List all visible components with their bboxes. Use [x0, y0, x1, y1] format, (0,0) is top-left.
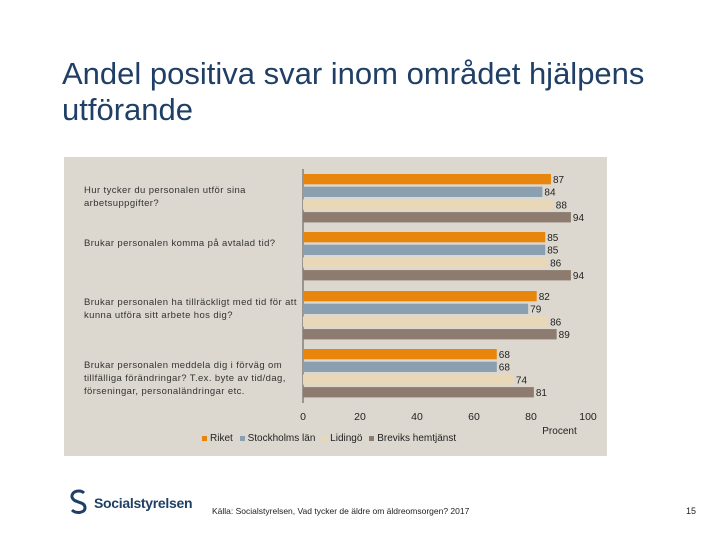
- data-label: 74: [516, 375, 528, 386]
- data-label: 89: [559, 330, 571, 341]
- data-label: 86: [550, 317, 562, 328]
- source-note: Källa: Socialstyrelsen, Vad tycker de äl…: [212, 506, 470, 516]
- bar: [303, 329, 557, 340]
- data-label: 85: [547, 246, 559, 257]
- legend-label: Riket: [210, 433, 233, 444]
- category-label: Brukar personalen ha tillräckligt med ti…: [84, 297, 297, 321]
- logo-text: Socialstyrelsen: [94, 495, 193, 511]
- x-tick-label: 0: [300, 411, 306, 423]
- data-label: 85: [547, 233, 559, 244]
- category-label: Brukar personalen komma på avtalad tid?: [84, 238, 276, 249]
- bar: [303, 257, 549, 268]
- data-label: 84: [544, 188, 556, 199]
- page-number: 15: [686, 506, 697, 516]
- bar: [303, 387, 534, 398]
- x-tick-label: 40: [411, 411, 423, 423]
- data-label: 82: [539, 292, 551, 303]
- legend-item: Riket: [202, 433, 233, 444]
- data-label: 68: [499, 350, 511, 361]
- x-tick-label: 100: [579, 411, 597, 423]
- legend-label: Lidingö: [330, 433, 363, 444]
- bar: [303, 349, 497, 360]
- page-title: Andel positiva svar inom området hjälpen…: [62, 56, 645, 127]
- bar: [303, 212, 571, 223]
- legend-swatch: [322, 435, 328, 441]
- data-label: 87: [553, 175, 565, 186]
- legend-item: Stockholms län: [239, 433, 316, 444]
- data-label: 94: [573, 213, 585, 224]
- bar: [303, 232, 546, 243]
- x-axis-label: Procent: [542, 426, 577, 437]
- x-tick-label: 80: [525, 411, 537, 423]
- legend-swatch: [202, 435, 207, 441]
- category-label: Brukar personalen meddela dig i förväg o…: [84, 360, 286, 397]
- bar: [303, 316, 549, 327]
- socialstyrelsen-logo-icon: [70, 489, 87, 514]
- x-tick-label: 60: [468, 411, 480, 423]
- bar: [303, 361, 497, 372]
- legend-item: Breviks hemtjänst: [369, 433, 456, 444]
- legend-item: Lidingö: [322, 433, 362, 444]
- chart-panel: Hur tycker du personalen utför sina arbe…: [64, 157, 607, 456]
- bar: [303, 270, 571, 281]
- category-label: Hur tycker du personalen utför sina arbe…: [84, 185, 246, 209]
- bar: [303, 186, 543, 197]
- data-label: 86: [550, 258, 562, 269]
- data-label: 79: [530, 305, 542, 316]
- chart-legend: Riket Stockholms län Lidingö Breviks hem…: [202, 433, 460, 444]
- legend-label: Stockholms län: [247, 433, 316, 444]
- data-label: 81: [536, 388, 548, 399]
- x-tick-label: 20: [354, 411, 366, 423]
- bar: [303, 244, 546, 255]
- bar: [303, 174, 551, 185]
- data-label: 68: [499, 363, 511, 374]
- legend-swatch: [239, 435, 245, 441]
- bar: [303, 291, 537, 302]
- data-label: 88: [556, 200, 568, 211]
- legend-swatch: [369, 435, 375, 441]
- bar: [303, 199, 554, 210]
- bar: [303, 303, 529, 314]
- legend-label: Breviks hemtjänst: [377, 433, 457, 444]
- data-label: 94: [573, 271, 585, 282]
- bar: [303, 374, 514, 385]
